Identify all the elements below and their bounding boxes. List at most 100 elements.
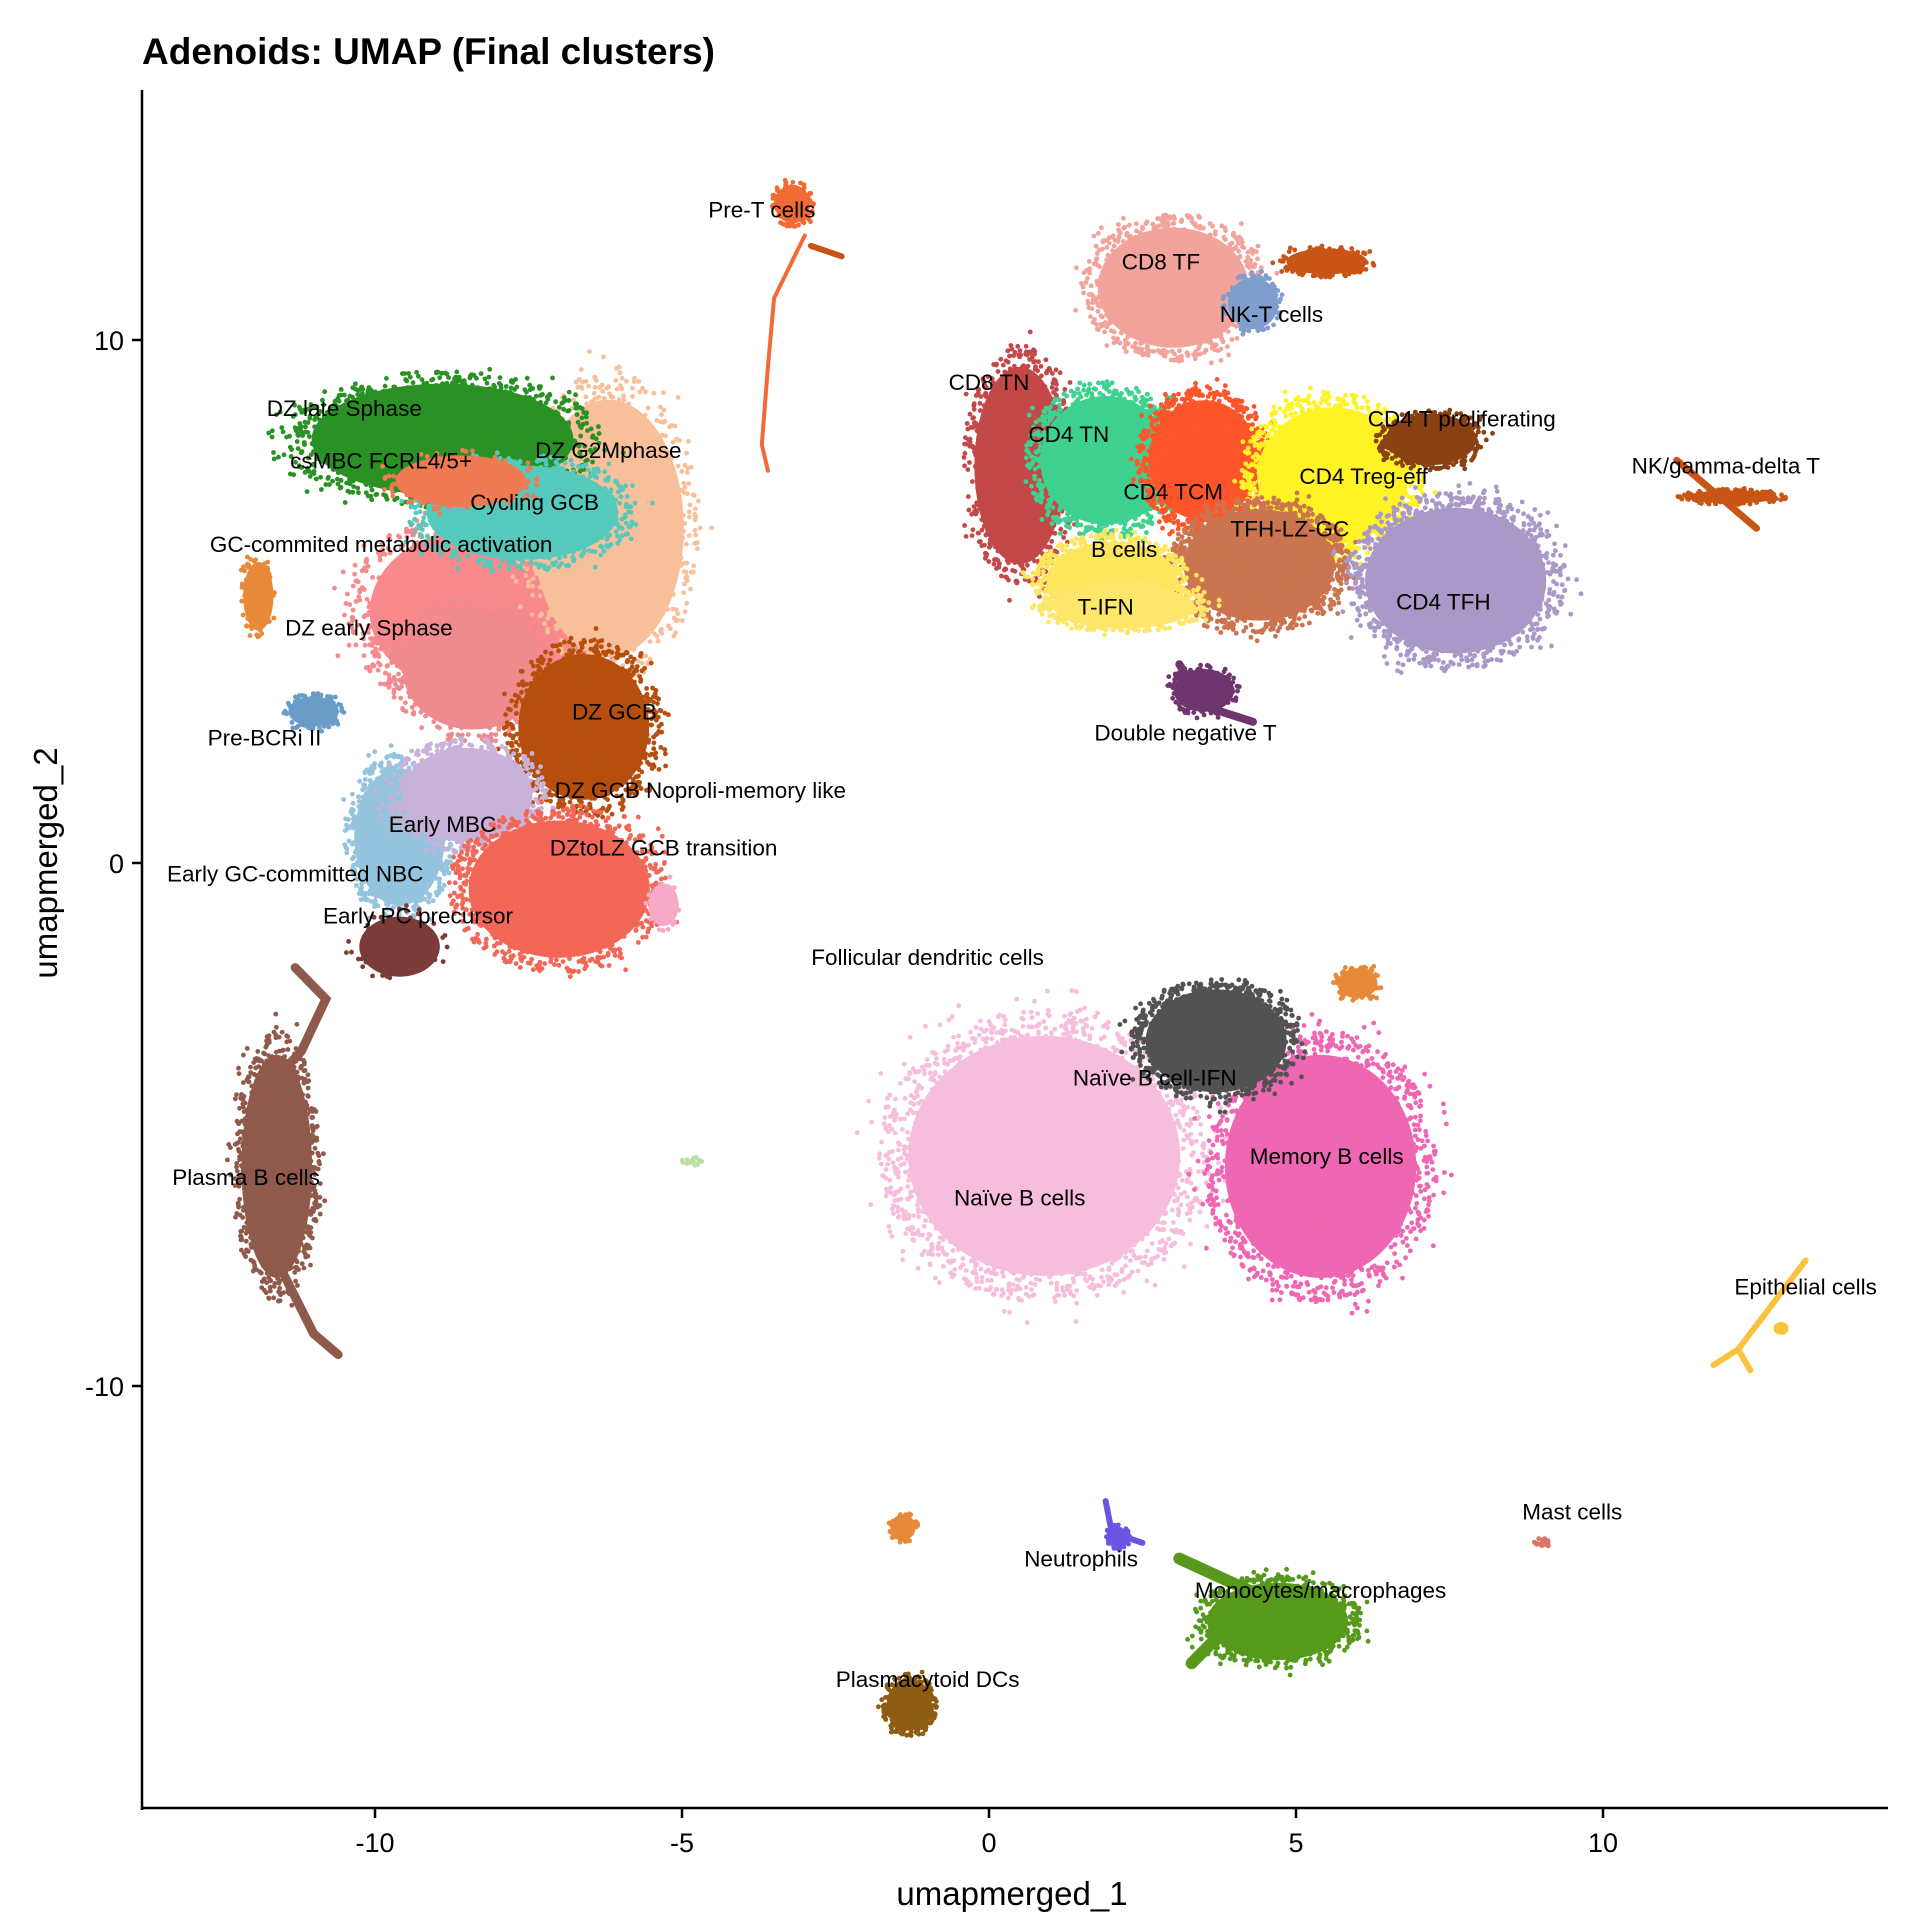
cell-point [1306, 249, 1311, 254]
cell-point [515, 446, 520, 451]
cell-point [659, 580, 664, 585]
cell-point [383, 384, 388, 389]
cell-point [408, 375, 413, 380]
cell-point [527, 383, 532, 388]
cell-point [465, 527, 470, 532]
cell-point [409, 499, 414, 504]
cell-point [565, 618, 570, 623]
cell-point [592, 572, 597, 577]
cell-point [402, 669, 407, 674]
cell-point [531, 417, 536, 422]
cell-point [684, 570, 689, 575]
cell-point [676, 395, 681, 400]
cell-point [429, 610, 434, 615]
cell-point [432, 566, 437, 571]
cell-point [370, 575, 375, 580]
cell-point [571, 630, 576, 635]
cell-point [645, 419, 650, 424]
cell-point [553, 399, 558, 404]
cell-point [403, 700, 408, 705]
cell-point [523, 395, 528, 400]
cell-point [319, 487, 324, 492]
cell-point [681, 590, 686, 595]
cell-point [618, 525, 623, 530]
cell-point [260, 574, 265, 579]
cell-point [545, 627, 550, 632]
cell-point [413, 569, 418, 574]
cell-point [402, 434, 407, 439]
cell-point [573, 534, 578, 539]
cell-point [614, 529, 619, 534]
cell-point [262, 561, 267, 566]
cell-point [244, 623, 249, 628]
cell-point [528, 560, 533, 565]
cell-point [614, 480, 619, 485]
cell-point [531, 629, 536, 634]
cell-point [493, 470, 498, 475]
cell-point [657, 595, 662, 600]
cell-point [898, 1515, 903, 1520]
cell-point [1334, 269, 1339, 274]
cell-point [353, 381, 358, 386]
cell-point [378, 558, 383, 563]
cell-point [495, 450, 500, 455]
cell-point [597, 385, 602, 390]
cell-point [544, 401, 549, 406]
cell-point [295, 439, 300, 444]
cell-point [421, 399, 426, 404]
cell-point [387, 584, 392, 589]
cell-point [383, 476, 388, 481]
cell-point [1317, 259, 1322, 264]
cell-point [516, 425, 521, 430]
cell-point [533, 431, 538, 436]
cell-point [467, 439, 472, 444]
cell-point [659, 412, 664, 417]
cell-point [454, 370, 459, 375]
cell-point [632, 547, 637, 552]
cell-point [473, 460, 478, 465]
cell-point [626, 615, 631, 620]
cell-point [648, 465, 653, 470]
cell-point [1299, 266, 1304, 271]
cell-point [431, 719, 436, 724]
cell-point [630, 386, 635, 391]
cell-point [617, 546, 622, 551]
cell-point [630, 604, 635, 609]
cell-point [253, 557, 258, 562]
cell-point [628, 524, 633, 529]
cell-point [474, 570, 479, 575]
cell-point [1314, 246, 1319, 251]
cell-point [463, 656, 468, 661]
cell-point [640, 661, 645, 666]
cell-point [394, 432, 399, 437]
cell-point [654, 556, 659, 561]
cell-point [382, 602, 387, 607]
cell-point [643, 539, 648, 544]
cell-point [652, 620, 657, 625]
cell-point [392, 695, 397, 700]
cell-point [481, 567, 486, 572]
cell-point [680, 1158, 685, 1163]
cell-point [560, 568, 565, 573]
cell-point [405, 484, 410, 489]
cell-point [336, 653, 341, 658]
cell-point [509, 393, 514, 398]
cell-point [466, 403, 471, 408]
cell-point [547, 638, 552, 643]
cell-point [302, 442, 307, 447]
cell-point [462, 589, 467, 594]
cell-point [616, 611, 621, 616]
cell-point [252, 587, 257, 592]
cell-point [693, 514, 698, 519]
cell-point [584, 379, 589, 384]
cell-point [494, 396, 499, 401]
cell-point [471, 476, 476, 481]
cell-point [602, 396, 607, 401]
cell-point [414, 604, 419, 609]
cell-point [604, 505, 609, 510]
cell-point [509, 378, 514, 383]
cell-point [417, 509, 422, 514]
cell-point [436, 439, 441, 444]
cell-point [534, 561, 539, 566]
cell-point [652, 567, 657, 572]
